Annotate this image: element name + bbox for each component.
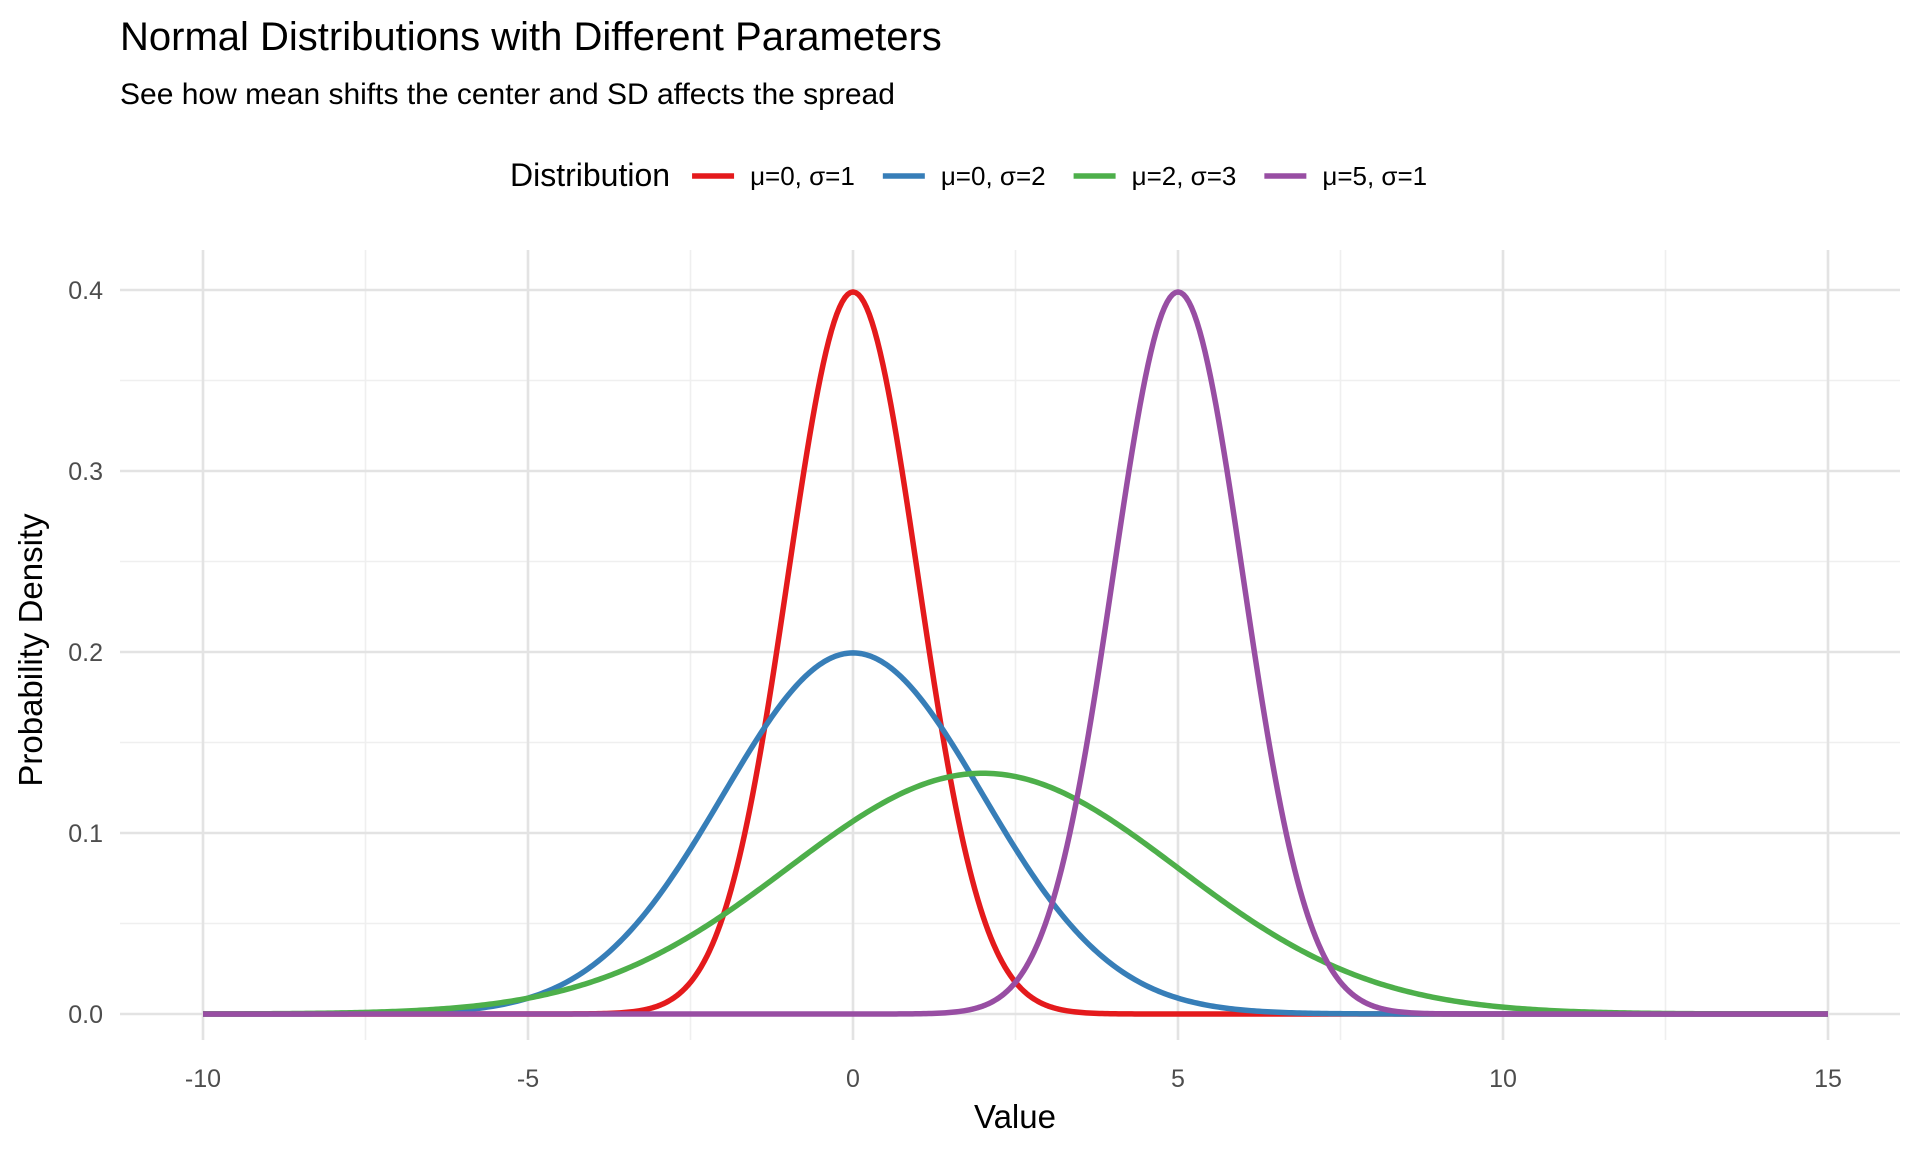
- x-tick-label: 0: [846, 1065, 860, 1093]
- legend-item: μ=5, σ=1: [1264, 161, 1427, 191]
- legend-label: μ=2, σ=3: [1132, 161, 1237, 191]
- x-axis-ticks: -10 -5 0 5 10 15: [185, 1065, 1842, 1093]
- y-tick-label: 0.0: [68, 1001, 103, 1029]
- legend-item: μ=0, σ=1: [692, 161, 855, 191]
- chart-subtitle: See how mean shifts the center and SD af…: [120, 78, 895, 111]
- y-tick-label: 0.2: [68, 639, 103, 667]
- y-axis-ticks: 0.0 0.1 0.2 0.3 0.4: [68, 277, 103, 1029]
- legend-item: μ=2, σ=3: [1073, 161, 1237, 191]
- y-tick-label: 0.3: [68, 458, 103, 486]
- y-tick-label: 0.4: [68, 277, 103, 305]
- x-tick-label: 15: [1814, 1065, 1842, 1093]
- chart-title: Normal Distributions with Different Para…: [120, 15, 942, 59]
- series-line-3: [202, 770, 1829, 1017]
- y-axis-title: Probability Density: [12, 513, 49, 787]
- legend-items: μ=0, σ=1 μ=0, σ=2 μ=2, σ=3 μ=5, σ=1: [692, 161, 1427, 191]
- x-tick-label: -5: [517, 1065, 539, 1093]
- legend-label: μ=5, σ=1: [1322, 161, 1427, 191]
- legend-item: μ=0, σ=2: [882, 161, 1046, 191]
- x-axis-title: Value: [974, 1098, 1056, 1135]
- legend-label: μ=0, σ=1: [750, 161, 855, 191]
- series-lines: [202, 289, 1829, 1017]
- legend-label: μ=0, σ=2: [941, 161, 1046, 191]
- x-tick-label: 10: [1489, 1065, 1517, 1093]
- grid: [120, 250, 1900, 1040]
- legend: Distribution μ=0, σ=1 μ=0, σ=2 μ=2, σ=3 μ=5…: [510, 157, 1427, 193]
- y-tick-label: 0.1: [68, 820, 103, 848]
- legend-title: Distribution: [510, 157, 670, 193]
- x-tick-label: -10: [185, 1065, 221, 1093]
- series-line-4: [202, 289, 1829, 1017]
- x-tick-label: 5: [1171, 1065, 1185, 1093]
